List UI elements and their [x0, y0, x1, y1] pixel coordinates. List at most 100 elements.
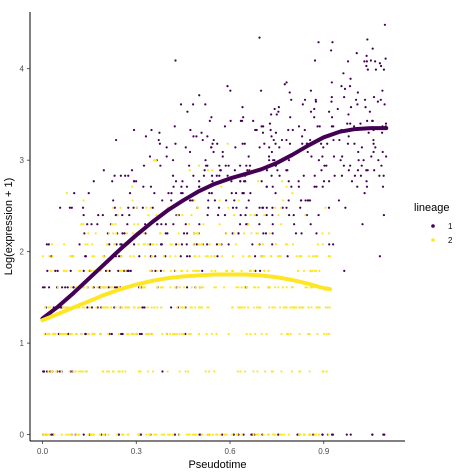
data-point-lineage-2	[214, 269, 217, 272]
data-point-lineage-2	[327, 332, 331, 336]
data-point-lineage-2	[193, 199, 196, 202]
data-point-lineage-2	[146, 370, 149, 373]
data-point-lineage-1	[165, 146, 168, 149]
data-point-lineage-1	[198, 180, 201, 183]
data-point-lineage-1	[117, 269, 120, 272]
data-point-lineage-1	[84, 332, 87, 336]
data-point-lineage-1	[186, 232, 189, 235]
data-point-lineage-2	[171, 332, 174, 336]
data-point-lineage-1	[158, 142, 161, 145]
data-point-lineage-1	[287, 180, 290, 183]
data-point-lineage-1	[374, 68, 378, 71]
data-point-lineage-2	[285, 185, 288, 188]
data-point-lineage-2	[51, 332, 54, 336]
data-point-lineage-2	[159, 286, 162, 289]
data-point-lineage-2	[106, 370, 109, 373]
data-point-lineage-1	[195, 243, 198, 246]
data-point-lineage-1	[226, 174, 229, 177]
data-point-lineage-1	[341, 155, 344, 158]
data-point-lineage-1	[203, 169, 206, 172]
data-point-lineage-2	[139, 370, 142, 373]
data-point-lineage-2	[147, 213, 150, 217]
data-point-lineage-2	[279, 206, 283, 209]
data-point-lineage-2	[56, 286, 60, 289]
data-point-lineage-2	[181, 269, 184, 272]
data-point-lineage-2	[84, 243, 87, 246]
data-point-lineage-2	[166, 370, 169, 373]
data-point-lineage-2	[178, 433, 181, 436]
data-point-lineage-2	[155, 243, 158, 246]
data-point-lineage-2	[215, 433, 218, 436]
data-point-lineage-1	[188, 199, 192, 202]
data-point-lineage-1	[365, 185, 369, 188]
data-point-lineage-2	[169, 269, 172, 272]
data-point-lineage-1	[336, 107, 339, 111]
data-point-lineage-2	[63, 306, 66, 309]
data-point-lineage-2	[145, 433, 148, 436]
data-point-lineage-1	[246, 169, 249, 172]
data-point-lineage-2	[124, 370, 127, 373]
data-point-lineage-2	[250, 232, 253, 235]
data-point-lineage-1	[313, 116, 316, 119]
data-point-lineage-1	[301, 142, 304, 145]
data-point-lineage-2	[142, 232, 145, 235]
data-point-lineage-2	[325, 332, 328, 336]
data-point-lineage-2	[70, 332, 73, 336]
data-point-lineage-2	[253, 213, 256, 217]
data-point-lineage-1	[376, 100, 379, 103]
data-point-lineage-1	[184, 223, 187, 226]
data-point-lineage-1	[297, 180, 300, 183]
data-point-lineage-2	[141, 286, 144, 289]
data-point-lineage-1	[58, 370, 61, 373]
data-point-lineage-2	[175, 306, 179, 309]
data-point-lineage-1	[347, 169, 350, 172]
data-point-lineage-2	[152, 243, 155, 246]
data-point-lineage-2	[155, 213, 158, 217]
data-point-lineage-2	[188, 433, 191, 436]
data-point-lineage-2	[305, 286, 309, 289]
data-point-lineage-2	[150, 306, 153, 309]
data-point-lineage-1	[232, 433, 235, 436]
data-point-lineage-1	[271, 232, 274, 235]
data-point-lineage-2	[173, 332, 176, 336]
data-point-lineage-2	[132, 306, 135, 309]
data-point-lineage-1	[128, 213, 131, 217]
data-point-lineage-1	[200, 131, 203, 134]
data-point-lineage-2	[194, 433, 197, 436]
data-point-lineage-1	[288, 213, 291, 217]
data-point-lineage-2	[239, 370, 242, 373]
data-point-lineage-2	[252, 433, 255, 436]
data-point-lineage-2	[133, 223, 136, 226]
data-point-lineage-1	[349, 106, 353, 109]
data-point-lineage-2	[237, 286, 240, 289]
data-point-lineage-2	[48, 332, 51, 336]
data-point-lineage-2	[252, 306, 255, 309]
data-point-lineage-2	[298, 332, 301, 336]
data-point-lineage-1	[102, 169, 105, 172]
data-point-lineage-2	[89, 269, 93, 272]
data-point-lineage-2	[326, 306, 329, 309]
data-point-lineage-1	[260, 125, 263, 128]
data-point-lineage-1	[253, 255, 257, 258]
data-point-lineage-1	[264, 232, 268, 235]
data-point-lineage-2	[82, 306, 85, 309]
data-point-lineage-1	[47, 286, 51, 289]
data-point-lineage-2	[131, 232, 135, 235]
data-point-lineage-1	[230, 180, 233, 183]
data-point-lineage-2	[154, 159, 158, 162]
data-point-lineage-1	[216, 255, 219, 258]
data-point-lineage-2	[243, 306, 246, 309]
data-point-lineage-2	[156, 306, 159, 309]
data-point-lineage-2	[218, 199, 221, 202]
data-point-lineage-1	[371, 433, 374, 436]
data-point-lineage-1	[350, 180, 354, 183]
data-point-lineage-1	[327, 206, 331, 209]
data-point-lineage-1	[186, 110, 189, 113]
data-point-lineage-1	[309, 223, 312, 226]
data-point-lineage-2	[150, 255, 154, 258]
data-point-lineage-2	[49, 306, 52, 309]
data-point-lineage-1	[117, 433, 121, 436]
data-point-lineage-1	[242, 433, 245, 436]
data-point-lineage-1	[367, 131, 370, 134]
data-point-lineage-2	[184, 370, 187, 373]
